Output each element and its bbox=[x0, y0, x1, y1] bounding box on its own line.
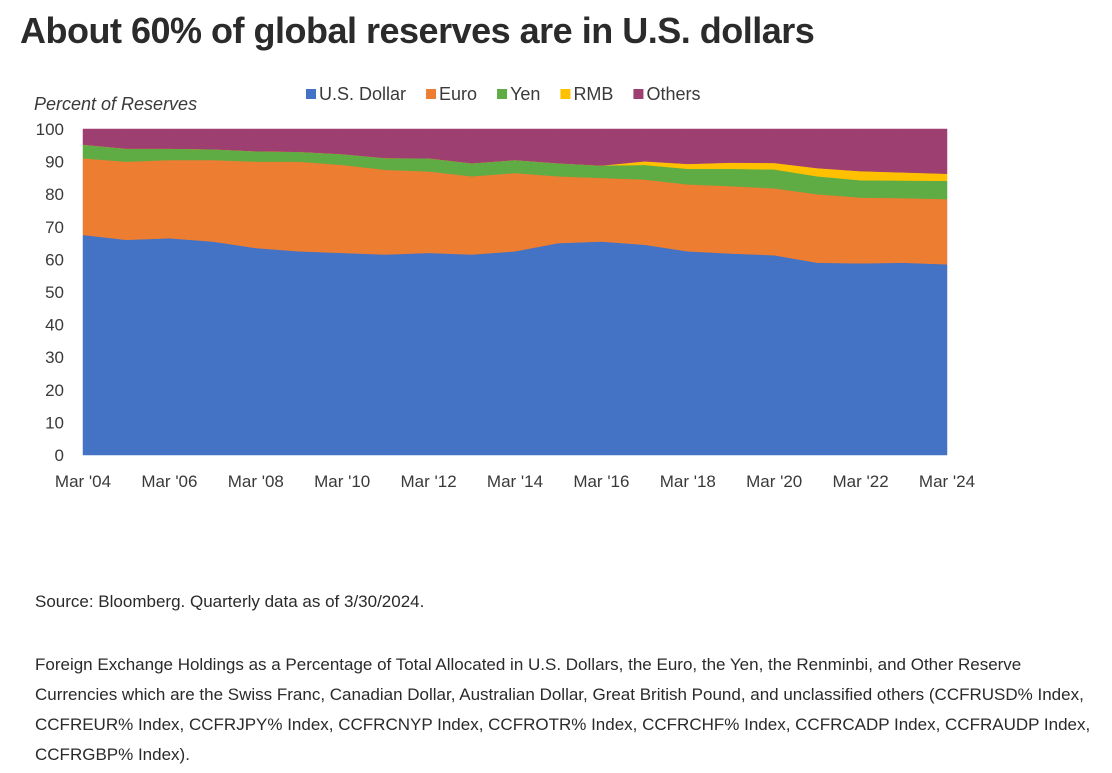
x-tick-label: Mar '20 bbox=[746, 472, 802, 491]
legend-swatch-rmb bbox=[560, 89, 571, 99]
x-tick-label: Mar '24 bbox=[919, 472, 975, 491]
y-tick-label: 10 bbox=[45, 413, 64, 432]
y-tick-label: 70 bbox=[45, 218, 64, 237]
y-axis-ticks: 0 10 20 30 40 50 60 70 80 90 100 bbox=[36, 120, 64, 465]
x-tick-label: Mar '06 bbox=[141, 472, 197, 491]
x-tick-label: Mar '16 bbox=[573, 472, 629, 491]
y-tick-label: 90 bbox=[45, 153, 64, 172]
x-tick-label: Mar '04 bbox=[55, 472, 111, 491]
legend-label-others: Others bbox=[646, 84, 700, 104]
x-tick-label: Mar '10 bbox=[314, 472, 370, 491]
y-tick-label: 80 bbox=[45, 185, 64, 204]
y-axis-label: Percent of Reserves bbox=[34, 94, 197, 114]
x-axis-ticks: Mar '04 Mar '06 Mar '08 Mar '10 Mar '12 Mar '… bbox=[55, 472, 975, 491]
legend-swatch-euro bbox=[426, 89, 437, 99]
x-tick-label: Mar '18 bbox=[660, 472, 716, 491]
chart-legend: U.S. Dollar Euro Yen RMB Others bbox=[306, 84, 700, 104]
legend-swatch-u-s-dollar bbox=[306, 89, 316, 99]
legend-swatch-others bbox=[633, 89, 644, 99]
legend-label-rmb: RMB bbox=[573, 84, 613, 104]
x-tick-label: Mar '08 bbox=[228, 472, 284, 491]
source-note: Source: Bloomberg. Quarterly data as of … bbox=[35, 592, 425, 611]
legend-swatch-yen bbox=[497, 89, 508, 99]
legend-label-euro: Euro bbox=[439, 84, 477, 104]
area-others bbox=[82, 128, 948, 174]
footnote: Foreign Exchange Holdings as a Percentag… bbox=[35, 655, 1091, 764]
y-tick-label: 0 bbox=[55, 446, 64, 465]
x-tick-label: Mar '14 bbox=[487, 472, 543, 491]
legend-label-yen: Yen bbox=[510, 84, 540, 104]
legend-label-u-s-dollar: U.S. Dollar bbox=[319, 84, 406, 104]
area-u-s-dollar bbox=[82, 234, 948, 456]
chart-areas bbox=[82, 128, 948, 456]
x-tick-label: Mar '12 bbox=[401, 472, 457, 491]
stacked-area-chart: Percent of Reserves U.S. Dollar Euro Yen RM… bbox=[34, 84, 975, 491]
y-tick-label: 50 bbox=[45, 283, 64, 302]
y-tick-label: 100 bbox=[36, 120, 64, 139]
y-tick-label: 40 bbox=[45, 316, 64, 335]
y-tick-label: 60 bbox=[45, 250, 64, 269]
page-title: About 60% of global reserves are in U.S.… bbox=[20, 10, 815, 51]
y-tick-label: 20 bbox=[45, 381, 64, 400]
y-tick-label: 30 bbox=[45, 348, 64, 367]
x-tick-label: Mar '22 bbox=[833, 472, 889, 491]
